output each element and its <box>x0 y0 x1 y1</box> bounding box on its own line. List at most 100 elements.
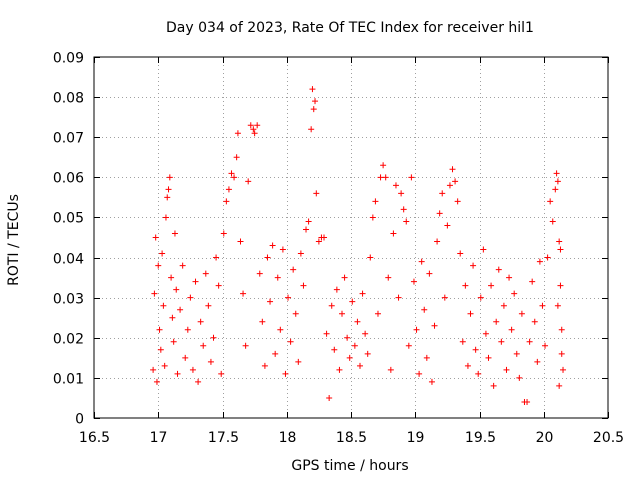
data-point <box>398 190 405 197</box>
data-point <box>558 350 565 357</box>
data-point <box>250 126 257 133</box>
data-point <box>326 394 333 401</box>
data-point <box>405 342 412 349</box>
x-tick-label: 18 <box>279 430 297 446</box>
y-tick-label: 0.04 <box>53 252 84 268</box>
data-point <box>339 310 346 317</box>
data-point <box>467 310 474 317</box>
data-point <box>166 174 173 181</box>
data-point <box>413 326 420 333</box>
data-point <box>362 330 369 337</box>
data-point <box>274 274 281 281</box>
data-point <box>297 250 304 257</box>
data-point <box>556 238 563 245</box>
data-point <box>177 306 184 313</box>
data-point <box>508 326 515 333</box>
y-tick-label: 0.05 <box>53 211 84 227</box>
data-point <box>251 130 258 137</box>
data-point <box>380 162 387 169</box>
data-point <box>441 294 448 301</box>
data-point <box>310 106 317 113</box>
data-point <box>308 126 315 133</box>
data-point <box>410 278 417 285</box>
data-point <box>482 330 489 337</box>
y-tick-label: 0.01 <box>53 372 84 388</box>
data-point <box>356 362 363 369</box>
data-point <box>549 218 556 225</box>
data-point <box>500 302 507 309</box>
data-point <box>490 382 497 389</box>
data-point <box>184 326 191 333</box>
data-point <box>205 302 212 309</box>
data-point <box>157 346 164 353</box>
data-point <box>400 206 407 213</box>
axis-ticks <box>94 57 609 419</box>
data-point <box>498 338 505 345</box>
x-tick-label: 20.5 <box>593 430 624 446</box>
data-point <box>387 366 394 373</box>
data-point <box>558 326 565 333</box>
data-point <box>421 306 428 313</box>
data-point <box>218 370 225 377</box>
y-tick-label: 0.06 <box>53 171 84 187</box>
data-point <box>557 246 564 253</box>
data-point <box>553 170 560 177</box>
data-point <box>231 174 238 181</box>
data-point <box>416 370 423 377</box>
data-point <box>454 198 461 205</box>
data-point <box>354 318 361 325</box>
data-point <box>321 234 328 241</box>
data-point <box>267 298 274 305</box>
x-tick-labels: 16.5 17 17.5 18 18.5 19 19.5 20 20.5 <box>79 430 624 446</box>
y-tick-label: 0.03 <box>53 292 84 308</box>
data-point <box>259 318 266 325</box>
data-point <box>475 370 482 377</box>
data-point <box>168 274 175 281</box>
data-point <box>452 178 459 185</box>
data-point <box>349 298 356 305</box>
data-point <box>431 322 438 329</box>
data-point <box>539 302 546 309</box>
data-point <box>341 274 348 281</box>
data-point <box>446 182 453 189</box>
data-point <box>459 338 466 345</box>
data-point <box>457 250 464 257</box>
data-point <box>287 338 294 345</box>
data-point <box>534 358 541 365</box>
data-point <box>162 214 169 221</box>
data-point <box>346 354 353 361</box>
data-point <box>256 270 263 277</box>
y-axis-label: ROTI / TECUs <box>6 194 22 286</box>
data-point <box>153 378 160 385</box>
data-point <box>187 294 194 301</box>
data-point <box>285 294 292 301</box>
data-point <box>161 362 168 369</box>
x-tick-label: 20 <box>536 430 554 446</box>
data-point <box>328 302 335 309</box>
data-point <box>152 234 159 241</box>
data-point <box>495 266 502 273</box>
data-point <box>390 230 397 237</box>
data-point <box>470 262 477 269</box>
data-point <box>462 282 469 289</box>
x-tick-label: 17.5 <box>208 430 239 446</box>
data-point <box>428 378 435 385</box>
data-point <box>164 194 171 201</box>
data-point <box>223 198 230 205</box>
data-point <box>392 182 399 189</box>
data-point <box>169 314 176 321</box>
data-point <box>159 250 166 257</box>
data-point <box>511 290 518 297</box>
data-point <box>403 218 410 225</box>
data-point <box>333 286 340 293</box>
data-point <box>364 350 371 357</box>
data-point <box>213 254 220 261</box>
data-point <box>488 282 495 289</box>
data-point <box>344 334 351 341</box>
data-point <box>323 330 330 337</box>
data-point <box>292 310 299 317</box>
data-point <box>372 198 379 205</box>
data-point <box>171 230 178 237</box>
data-point <box>207 358 214 365</box>
